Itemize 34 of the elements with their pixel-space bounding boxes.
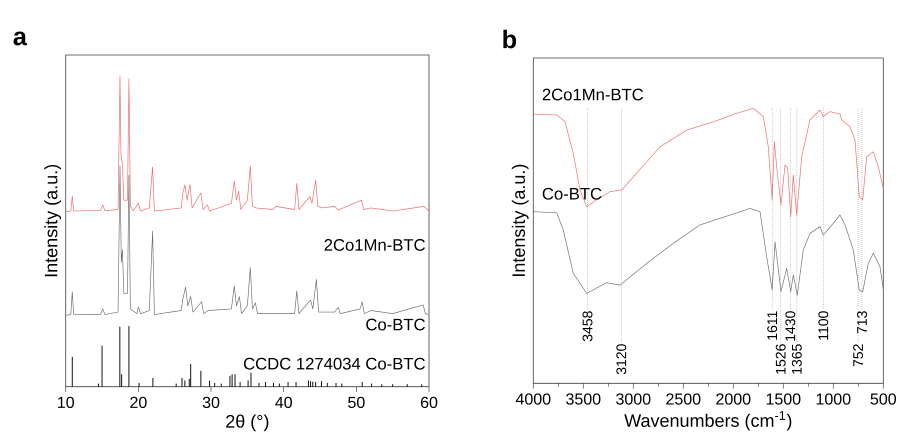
y-axis-title: Intensity (a.u.) [512,164,529,276]
x-tick-label: 10 [58,396,74,408]
x-axis-title: 2θ (°) [226,414,268,432]
ref-line-label: 1365 [792,344,802,374]
series-label: 2Co1Mn-BTC [542,88,644,100]
ref-line-label: 1611 [767,311,778,340]
chart-title: b [503,30,516,48]
x-tick-label: 20 [130,396,147,408]
x-tick-label: 3500 [566,393,600,405]
ref-line-label: 1430 [785,311,796,341]
ref-line-label: 3120 [616,344,626,374]
y-axis-title: Intensity (a.u.) [44,164,62,276]
series-label: CCDC 1274034 Co-BTC [244,358,425,370]
series-label: 2Co1Mn-BTC [324,239,425,251]
x-tick-label: 50 [348,396,365,408]
series-label: Co-BTC [366,318,425,330]
x-tick-label: 1500 [766,393,800,405]
ref-line-label: 752 [853,344,864,366]
x-tick-label: 4000 [516,393,550,405]
ref-line-label: 1100 [818,311,828,340]
x-tick-label: 2000 [716,393,750,405]
ref-line-label: 3458 [582,311,592,342]
ref-line-label: 713 [857,311,867,334]
x-tick-label: 30 [202,396,220,408]
series-label: Co-BTC [542,188,602,200]
x-tick-label: 1000 [816,393,850,405]
x-tick-label: 3000 [616,393,650,405]
x-axis-title: Wavenumbers (cm$^{-1}$) [624,411,792,431]
x-tick-label: 500 [870,393,896,405]
x-tick-label: 2500 [666,393,700,405]
x-tick-label: 40 [275,396,292,408]
chart-title: a [14,32,28,46]
x-tick-label: 60 [420,396,438,408]
ref-line-label: 1526 [776,344,786,374]
